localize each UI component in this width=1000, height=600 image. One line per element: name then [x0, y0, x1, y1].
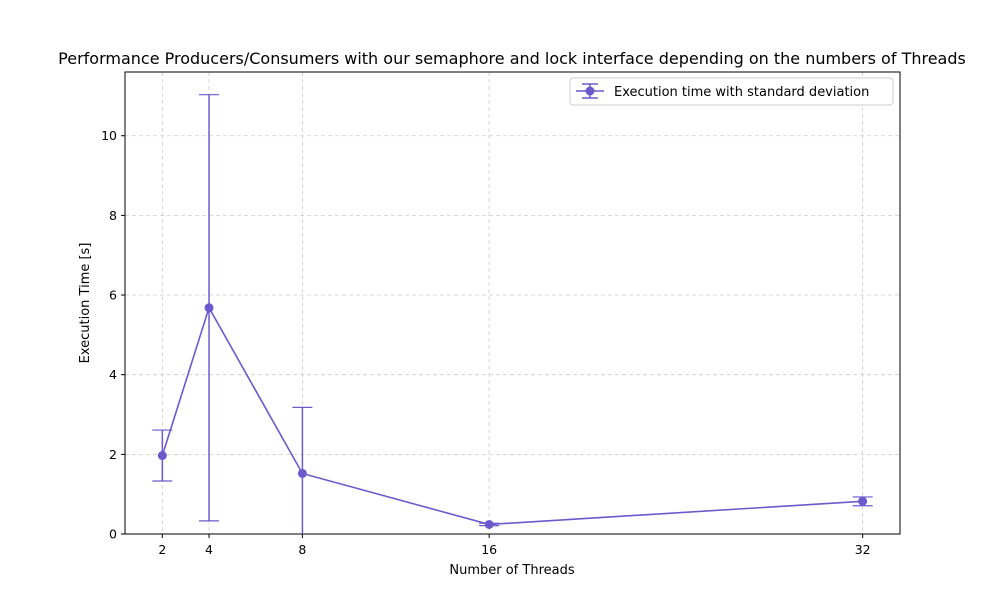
y-tick-label: 4 — [109, 367, 117, 382]
legend: Execution time with standard deviation — [569, 77, 894, 106]
x-tick-label: 8 — [298, 542, 306, 557]
plot-frame — [124, 71, 901, 535]
y-tick-label: 0 — [109, 527, 117, 542]
ticks: 2 4 8 16 32 0 2 4 6 8 10 — [101, 128, 871, 557]
legend-label: Execution time with standard deviation — [614, 85, 869, 100]
data-point — [204, 303, 214, 313]
x-tick-label: 2 — [158, 542, 166, 557]
error-bars — [152, 94, 873, 534]
y-tick-label: 6 — [109, 288, 117, 303]
legend-box — [569, 77, 894, 106]
y-tick-label: 10 — [101, 128, 117, 143]
y-tick-label: 2 — [109, 447, 117, 462]
data-point — [484, 519, 494, 529]
x-axis-label: Number of Threads — [449, 563, 574, 578]
data-point — [157, 451, 167, 461]
grid — [125, 72, 900, 534]
series — [157, 303, 868, 529]
chart-title: Performance Producers/Consumers with our… — [58, 49, 966, 68]
x-tick-label: 32 — [855, 542, 871, 557]
x-tick-label: 4 — [205, 542, 213, 557]
data-point — [858, 496, 868, 506]
series-line — [161, 305, 863, 526]
y-tick-label: 8 — [109, 208, 117, 223]
data-point — [297, 468, 307, 478]
y-axis-label: Execution Time [s] — [78, 243, 93, 364]
x-tick-label: 16 — [481, 542, 497, 557]
legend-marker — [585, 86, 595, 96]
